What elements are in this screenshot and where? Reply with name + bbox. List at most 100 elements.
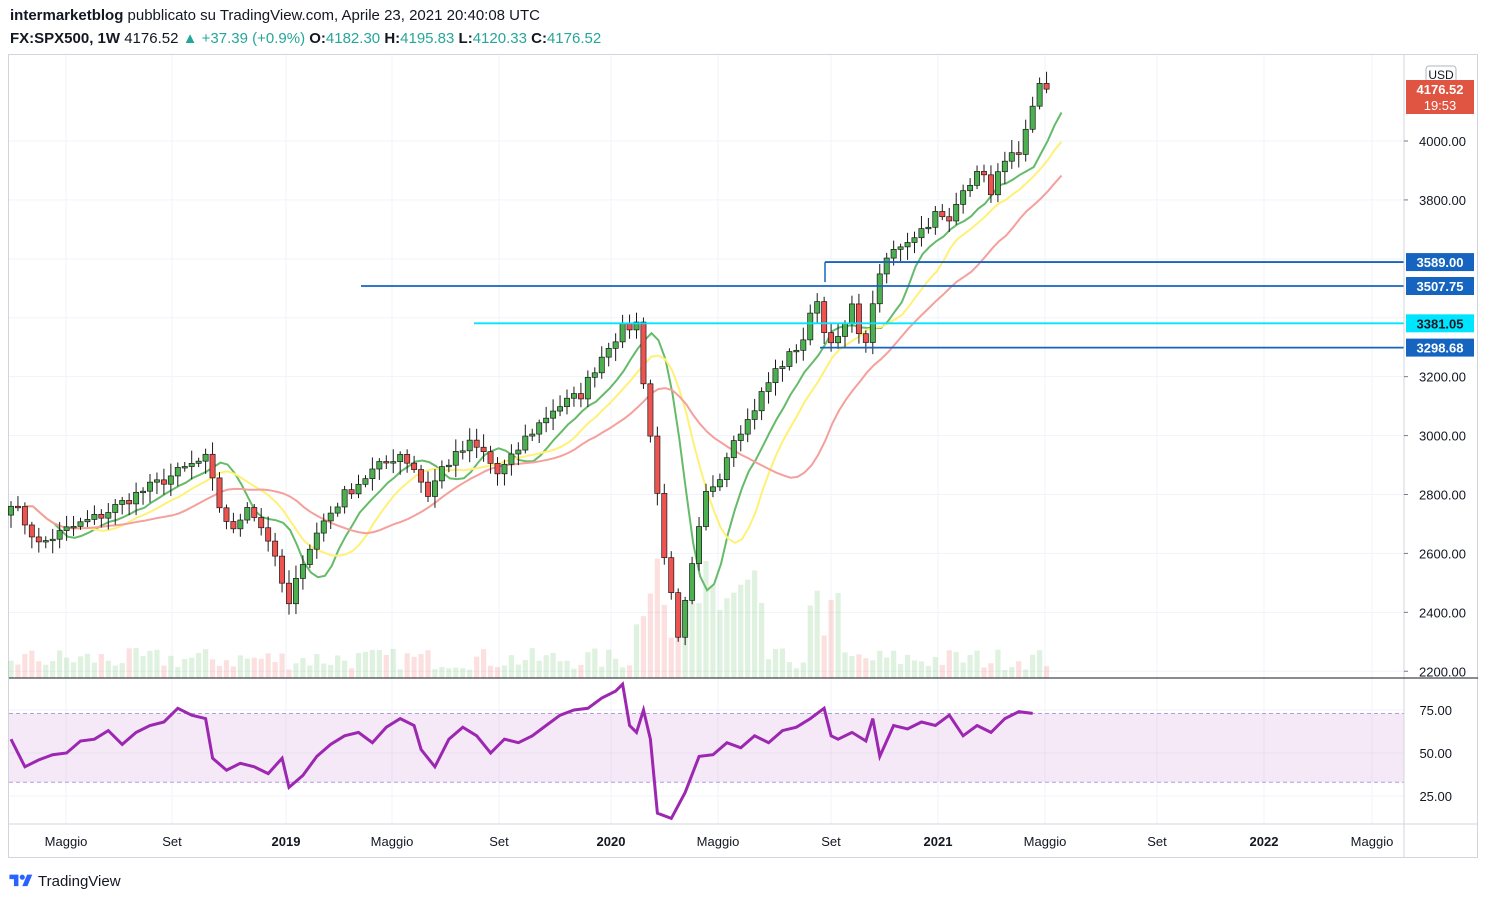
volume-bar — [105, 660, 111, 678]
candle-body — [376, 461, 383, 470]
candle-body — [828, 332, 835, 344]
ma-slow-line — [25, 174, 1063, 535]
candle-body — [459, 450, 466, 453]
candle-body — [390, 461, 397, 464]
tradingview-logo[interactable]: TradingView — [8, 872, 121, 890]
volume-bar — [564, 660, 570, 678]
candle-body — [730, 440, 737, 459]
candle-body — [814, 301, 821, 314]
volume-bar — [849, 656, 855, 678]
volume-bar — [126, 648, 132, 678]
candle-body — [1015, 152, 1022, 155]
candle-body — [327, 512, 334, 522]
volume-bar — [1030, 654, 1036, 678]
volume-bar — [279, 653, 285, 678]
volume-bar — [98, 654, 104, 678]
rsi-line — [9, 681, 1033, 821]
volume-bar — [300, 658, 306, 678]
candle-body — [960, 190, 967, 205]
candle-body — [904, 242, 911, 248]
candle-body — [70, 526, 77, 529]
volume-bar — [432, 669, 438, 678]
volume-bar — [606, 649, 612, 678]
volume-bar — [15, 664, 21, 678]
author-name[interactable]: intermarketblog — [10, 7, 124, 24]
volume-bar — [550, 652, 556, 678]
close-label: C: — [531, 30, 547, 47]
candle-body — [897, 246, 904, 250]
candle-body — [953, 204, 960, 222]
candle-body — [49, 538, 56, 542]
volume-bar — [703, 561, 709, 678]
candle-body — [397, 454, 404, 462]
candles — [8, 71, 1050, 646]
candle-body — [779, 366, 786, 369]
volume-bar — [772, 648, 779, 678]
volume-bar — [50, 661, 56, 678]
time-tick-label: 2020 — [597, 834, 626, 849]
volume-bar — [119, 663, 125, 678]
volume-bar — [613, 658, 619, 678]
volume-bar — [953, 651, 959, 678]
open-label: O: — [309, 30, 326, 47]
candle-body — [425, 481, 431, 497]
symbol-label[interactable]: FX:SPX500, 1W — [10, 30, 121, 47]
candle-body — [112, 504, 119, 513]
rsi-band — [9, 713, 1404, 783]
volume-bar — [425, 650, 431, 678]
candle-body — [28, 524, 35, 538]
candle-body — [119, 500, 126, 505]
candle-body — [626, 323, 633, 331]
volume-bar — [209, 659, 216, 678]
volume-bar — [620, 667, 626, 678]
volume-bar — [77, 656, 84, 678]
candle-body — [293, 578, 299, 605]
candle-body — [800, 339, 807, 351]
candle-body — [987, 174, 994, 196]
last-price-tag — [1406, 80, 1474, 114]
volume-bar — [36, 661, 42, 678]
volume-bar — [786, 662, 792, 678]
volume-bar — [543, 655, 549, 678]
volume-bar — [272, 662, 278, 678]
candle-body — [612, 341, 619, 349]
candle-body — [383, 461, 390, 464]
volume-bar — [571, 668, 577, 678]
volume-bar — [1009, 667, 1015, 678]
volume-bar — [599, 666, 605, 678]
candle-body — [1029, 105, 1036, 130]
level-price-label: 3589.00 — [1417, 255, 1464, 270]
volume-bar — [974, 650, 980, 678]
volume-bar — [863, 658, 869, 678]
volume-bar — [467, 669, 473, 678]
volume-bar — [752, 570, 758, 678]
volume-bar — [251, 657, 257, 678]
volume-bar — [230, 666, 236, 678]
candle-body — [432, 480, 438, 497]
volume-bar — [765, 659, 772, 678]
volume-bar — [724, 598, 730, 678]
volume-bar — [759, 602, 765, 678]
volume-bar — [946, 650, 952, 678]
volume-bar — [1037, 650, 1043, 678]
volume-bar — [22, 653, 28, 678]
candle-body — [348, 489, 355, 495]
volume-bar — [682, 619, 688, 678]
volume-bar — [918, 661, 925, 678]
candle-body — [758, 391, 765, 412]
volume-bar — [661, 604, 667, 678]
volume-bar — [133, 648, 139, 678]
price-tick-label: 2400.00 — [1419, 605, 1466, 620]
candle-body — [570, 393, 577, 399]
volume-bar — [745, 579, 751, 678]
candle-body — [723, 457, 730, 480]
volume-bar — [453, 667, 459, 678]
volume-bar — [307, 665, 313, 678]
volume-bar — [362, 651, 369, 678]
candle-body — [334, 506, 341, 514]
open-value: 4182.30 — [325, 30, 381, 47]
volume-bar — [43, 664, 49, 678]
candle-body — [15, 505, 21, 509]
low-label: L: — [458, 30, 473, 47]
